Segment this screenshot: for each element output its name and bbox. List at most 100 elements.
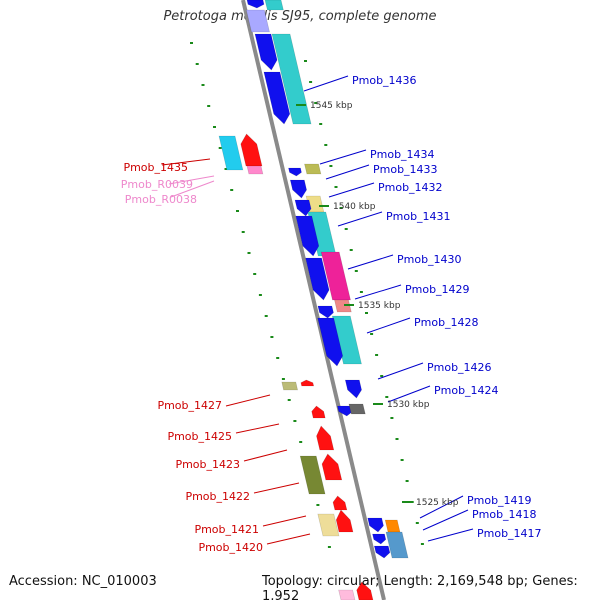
gene-arrow [264, 0, 284, 11]
tick-label: 1535 kbp [358, 301, 401, 311]
gene-arrow [337, 405, 354, 417]
guide-dot [354, 270, 358, 272]
guide-dot [400, 459, 404, 461]
accession-text: Accession: NC_010003 [9, 574, 157, 589]
guide-dot [390, 417, 394, 419]
guide-dot [370, 333, 374, 335]
gene-arrow [305, 257, 330, 301]
leader-line [225, 394, 271, 407]
gene-arrow [240, 133, 263, 167]
guide-dot [327, 546, 331, 548]
leader-line [266, 533, 311, 545]
guide-dot [365, 312, 368, 314]
gene-label-forward: Pmob_1434 [370, 148, 435, 161]
guide-dot [349, 249, 353, 251]
guide-dot [359, 291, 363, 293]
gene-arrow [317, 305, 334, 319]
tick-label: 1545 kbp [310, 101, 353, 111]
gene-label-forward: Pmob_1419 [467, 494, 532, 507]
gene-arrow [334, 299, 352, 313]
gene-arrow [373, 545, 391, 559]
gene-label-forward: Pmob_1429 [405, 283, 470, 296]
leader-line [319, 149, 367, 165]
gene-arrow [321, 453, 343, 481]
leader-line [347, 254, 394, 270]
guide-dot [207, 105, 211, 107]
leader-line [243, 449, 288, 462]
figure-title: Petrotoga mobilis SJ95, complete genome [163, 9, 437, 24]
guide-dot [324, 144, 328, 146]
guide-dot [309, 81, 313, 83]
gene-label-reverse: Pmob_1425 [167, 430, 232, 443]
gene-arrow [317, 513, 340, 537]
guide-dot [264, 315, 268, 317]
gene-label-forward: Pmob_1426 [427, 361, 492, 374]
gene-label-reverse: Pmob_1421 [194, 523, 259, 536]
gene-label-reverse: Pmob_1423 [175, 458, 240, 471]
guide-dot [218, 147, 222, 149]
leader-line [253, 482, 300, 494]
guide-dot [385, 396, 389, 398]
gene-label-forward: Pmob_1433 [373, 163, 438, 176]
gene-arrow [311, 405, 326, 419]
gene-arrow [317, 317, 344, 367]
leader-line [168, 175, 215, 185]
guide-dot [224, 168, 228, 170]
leader-line [419, 495, 464, 519]
leader-line [262, 515, 307, 527]
leader-line [387, 385, 431, 403]
gene-label-reverse: Pmob_1420 [198, 541, 263, 554]
gene-label-forward: Pmob_1424 [434, 384, 499, 397]
guide-dot [380, 375, 384, 377]
gene-label-reverse: Pmob_1435 [123, 161, 188, 174]
leader-line [303, 75, 349, 92]
gene-arrow [316, 425, 335, 451]
label-leader-lines [161, 75, 474, 545]
leader-line [354, 284, 402, 300]
gene-arrow [254, 33, 278, 71]
guide-dot [213, 126, 216, 128]
guide-dot [304, 60, 307, 62]
guide-dot [287, 399, 291, 401]
gene-label-forward: Pmob_1428 [414, 316, 479, 329]
gene-arrow [332, 495, 348, 511]
guide-dot [293, 420, 297, 422]
gene-arrow [344, 379, 362, 399]
guide-dot [314, 102, 318, 104]
guide-dot [420, 543, 424, 545]
guide-dot [395, 438, 399, 440]
gene-arrow [356, 581, 374, 600]
gene-arrow [300, 379, 315, 387]
guide-dot [201, 84, 205, 86]
guide-dot [299, 441, 303, 443]
gene-arrow [384, 519, 401, 533]
gene-label-forward: Pmob_1431 [386, 210, 451, 223]
gene-label-forward: Pmob_1417 [477, 527, 542, 540]
guide-dot [339, 207, 343, 209]
gene-arrow [281, 381, 298, 391]
guide-dot [276, 357, 280, 359]
gene-features [218, 0, 409, 600]
guide-dot [247, 252, 251, 254]
gene-arrow [385, 531, 409, 559]
gene-arrow [320, 251, 351, 301]
guide-dot [410, 501, 414, 503]
tick-label: 1525 kbp [416, 498, 459, 508]
gene-arrow [335, 509, 354, 533]
leader-line [325, 164, 370, 180]
gene-arrow [299, 455, 326, 495]
guide-dots [190, 42, 424, 548]
topology-text: Topology: circular; Length: 2,169,548 bp… [262, 574, 578, 600]
gene-label-forward: Pmob_1430 [397, 253, 462, 266]
gene-arrow [367, 517, 384, 533]
guide-dot [241, 231, 245, 233]
gene-arrow [304, 163, 322, 175]
leader-line [235, 423, 280, 434]
leader-line [170, 180, 215, 198]
leader-line [366, 317, 411, 334]
guide-dot [258, 294, 262, 296]
gene-arrow [263, 71, 291, 125]
gene-label-forward: Pmob_1436 [352, 74, 417, 87]
